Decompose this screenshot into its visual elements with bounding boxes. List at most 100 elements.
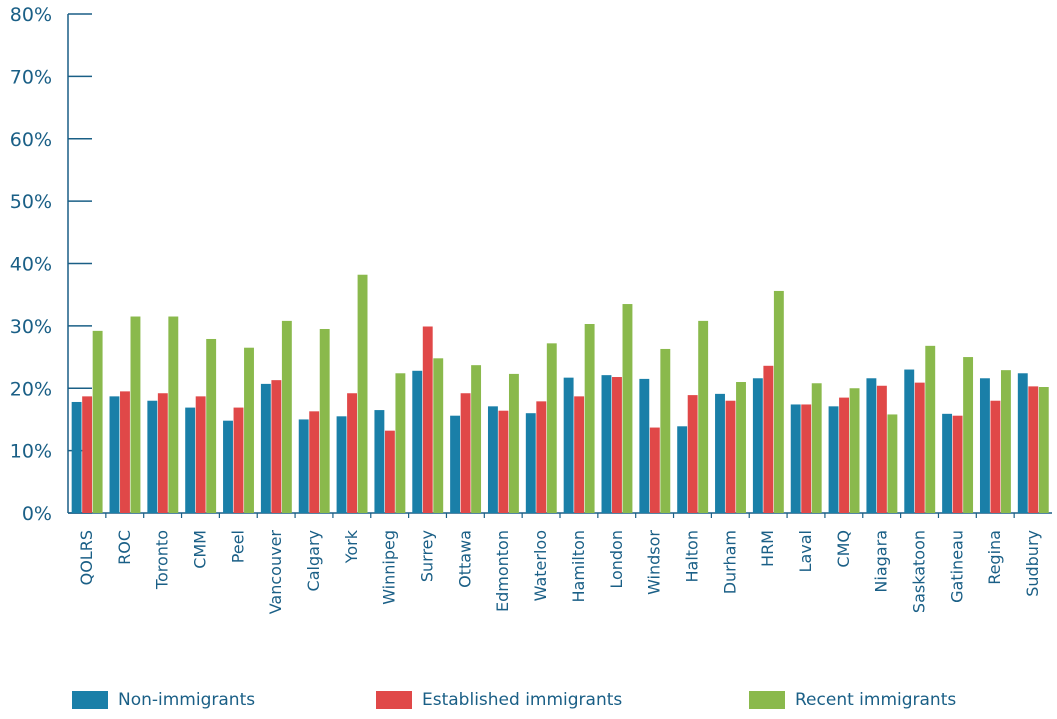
bar-cmm-established-immigrants xyxy=(195,396,206,513)
bar-windsor-established-immigrants xyxy=(649,427,660,513)
bar-ottawa-established-immigrants xyxy=(460,393,471,513)
category-label: Waterloo xyxy=(531,530,550,601)
legend-label-non-immigrants: Non-immigrants xyxy=(118,690,256,710)
legend-label-recent-immigrants: Recent immigrants xyxy=(795,690,957,710)
bars xyxy=(71,274,1049,513)
bar-peel-established-immigrants xyxy=(233,407,244,513)
bar-hrm-established-immigrants xyxy=(763,365,774,513)
bar-ottawa-recent-immigrants xyxy=(471,365,482,513)
bar-roc-non-immigrants xyxy=(109,396,120,513)
bar-saskatoon-non-immigrants xyxy=(904,369,915,513)
bar-laval-recent-immigrants xyxy=(811,383,822,513)
y-tick-label: 50% xyxy=(10,191,52,213)
bar-toronto-recent-immigrants xyxy=(168,316,179,513)
bar-waterloo-non-immigrants xyxy=(525,413,536,513)
y-tick-label: 0% xyxy=(22,503,52,525)
bar-calgary-established-immigrants xyxy=(309,411,320,513)
bar-qolrs-non-immigrants xyxy=(71,401,82,513)
bar-toronto-established-immigrants xyxy=(157,393,168,513)
category-label: Durham xyxy=(720,530,739,594)
bar-winnipeg-established-immigrants xyxy=(384,430,395,513)
category-labels: QOLRS ROC Toronto CMM Peel Vancouver Calgary Yo… xyxy=(77,529,1042,614)
y-tick-label: 40% xyxy=(10,254,52,276)
bar-edmonton-non-immigrants xyxy=(487,406,498,513)
bar-niagara-established-immigrants xyxy=(876,385,887,513)
category-label: Sudbury xyxy=(1023,530,1042,597)
category-label: CMQ xyxy=(834,530,853,568)
category-label: Regina xyxy=(985,530,1004,585)
bar-durham-recent-immigrants xyxy=(736,382,746,513)
bar-saskatoon-recent-immigrants xyxy=(925,345,936,513)
bar-laval-non-immigrants xyxy=(790,404,801,513)
bar-winnipeg-recent-immigrants xyxy=(395,373,406,513)
bar-sudbury-established-immigrants xyxy=(1028,386,1039,513)
bar-toronto-non-immigrants xyxy=(147,400,158,513)
legend-swatch-established-immigrants xyxy=(376,691,412,709)
bar-surrey-recent-immigrants xyxy=(433,358,444,513)
bar-cmq-recent-immigrants xyxy=(849,388,860,513)
bar-york-recent-immigrants xyxy=(357,274,368,513)
bar-waterloo-recent-immigrants xyxy=(546,343,557,513)
bar-regina-recent-immigrants xyxy=(1000,370,1011,513)
legend-item-non-immigrants: Non-immigrants xyxy=(72,690,255,710)
category-label: CMM xyxy=(190,530,209,569)
bar-cmm-non-immigrants xyxy=(185,407,196,513)
bar-ottawa-non-immigrants xyxy=(450,415,461,513)
y-tick-label: 60% xyxy=(10,129,52,151)
bar-windsor-recent-immigrants xyxy=(660,348,671,513)
bar-saskatoon-established-immigrants xyxy=(914,382,925,513)
bar-waterloo-established-immigrants xyxy=(536,401,547,513)
bar-regina-non-immigrants xyxy=(979,378,990,513)
legend-swatch-recent-immigrants xyxy=(749,691,785,709)
category-label: QOLRS xyxy=(77,530,96,585)
bar-gatineau-established-immigrants xyxy=(952,415,963,513)
bar-peel-recent-immigrants xyxy=(244,347,254,513)
bar-niagara-recent-immigrants xyxy=(887,414,898,513)
bar-vancouver-established-immigrants xyxy=(271,380,282,513)
y-tick-label: 80% xyxy=(10,4,52,26)
bar-sudbury-non-immigrants xyxy=(1017,373,1028,513)
bar-york-established-immigrants xyxy=(347,393,357,513)
category-label: Winnipeg xyxy=(380,530,399,605)
bar-york-non-immigrants xyxy=(336,416,347,513)
bar-london-recent-immigrants xyxy=(622,304,633,513)
bar-hrm-recent-immigrants xyxy=(773,290,784,513)
bar-regina-established-immigrants xyxy=(990,400,1001,513)
bar-hrm-non-immigrants xyxy=(752,378,763,513)
bar-laval-established-immigrants xyxy=(801,404,812,513)
bar-vancouver-non-immigrants xyxy=(260,383,271,513)
bar-sudbury-recent-immigrants xyxy=(1038,387,1049,513)
bar-calgary-non-immigrants xyxy=(298,419,309,513)
bar-windsor-non-immigrants xyxy=(639,378,650,513)
bar-edmonton-recent-immigrants xyxy=(508,373,519,513)
bar-durham-non-immigrants xyxy=(715,393,725,513)
bar-halton-established-immigrants xyxy=(687,395,698,513)
category-label: Ottawa xyxy=(455,530,474,588)
y-tick-label: 30% xyxy=(10,316,52,338)
category-label: York xyxy=(342,529,361,564)
y-tick-label: 70% xyxy=(10,66,52,88)
y-tick-label: 20% xyxy=(10,378,52,400)
category-label: HRM xyxy=(758,530,777,567)
category-label: Halton xyxy=(682,530,701,582)
category-label: Peel xyxy=(228,530,247,563)
category-label: Calgary xyxy=(304,530,323,591)
bar-london-established-immigrants xyxy=(612,377,622,513)
bar-qolrs-established-immigrants xyxy=(82,396,93,513)
legend-item-recent-immigrants: Recent immigrants xyxy=(749,690,956,710)
bar-calgary-recent-immigrants xyxy=(319,328,330,513)
category-label: Gatineau xyxy=(947,530,966,603)
category-label: Niagara xyxy=(872,530,891,593)
legend-swatch-non-immigrants xyxy=(72,691,108,709)
bar-halton-recent-immigrants xyxy=(698,320,709,513)
bar-hamilton-recent-immigrants xyxy=(584,324,595,513)
category-label: Vancouver xyxy=(266,530,285,615)
bar-chart: 0% 10% 20% 30% 40% 50% 60% 70% 80% QOLRS ROC Toron… xyxy=(10,4,1052,614)
bar-surrey-established-immigrants xyxy=(422,326,433,513)
category-label: London xyxy=(607,530,626,589)
bar-vancouver-recent-immigrants xyxy=(281,320,292,513)
category-label: Laval xyxy=(796,530,815,572)
category-label: Windsor xyxy=(645,530,664,595)
legend-item-established-immigrants: Established immigrants xyxy=(376,690,622,710)
bar-london-non-immigrants xyxy=(601,375,612,513)
